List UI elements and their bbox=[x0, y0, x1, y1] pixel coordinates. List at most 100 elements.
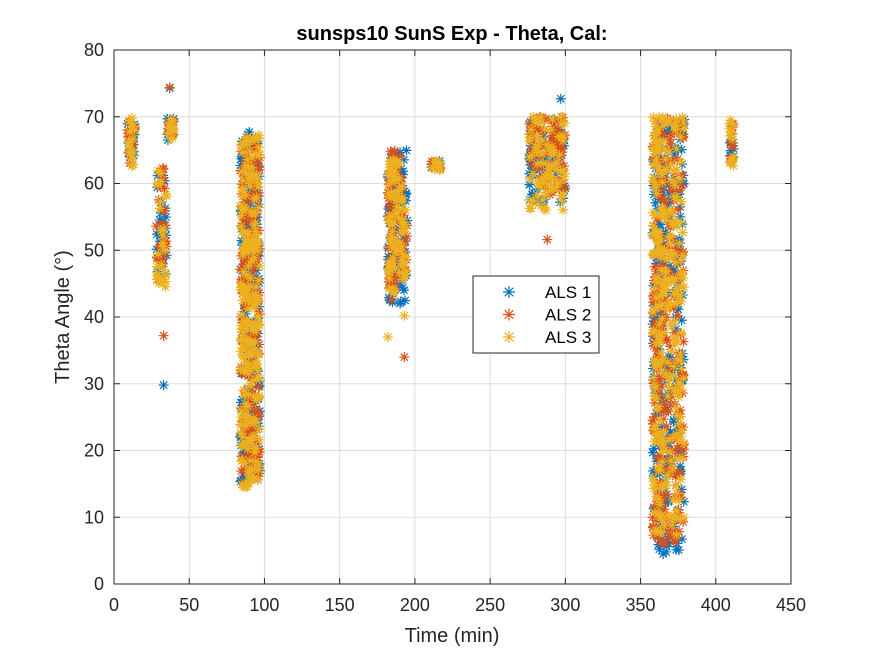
data-point bbox=[254, 319, 265, 330]
data-point bbox=[668, 195, 679, 206]
data-point bbox=[651, 154, 662, 165]
x-tick-label: 0 bbox=[109, 595, 119, 615]
data-point bbox=[677, 348, 688, 359]
data-point bbox=[398, 285, 409, 296]
data-point bbox=[728, 160, 739, 171]
data-point bbox=[399, 236, 410, 247]
data-point bbox=[249, 424, 260, 435]
data-point bbox=[240, 357, 251, 368]
data-point bbox=[667, 156, 678, 167]
data-point bbox=[548, 181, 559, 192]
data-point bbox=[647, 175, 658, 186]
data-point bbox=[663, 496, 674, 507]
data-point bbox=[237, 343, 248, 354]
data-point bbox=[558, 130, 569, 141]
data-point bbox=[158, 380, 169, 391]
data-point bbox=[675, 405, 686, 416]
data-point bbox=[394, 250, 405, 261]
data-point bbox=[235, 201, 246, 212]
data-point bbox=[662, 287, 673, 298]
data-point bbox=[663, 351, 674, 362]
data-point bbox=[253, 187, 264, 198]
data-point bbox=[560, 168, 571, 179]
data-point bbox=[660, 498, 671, 509]
data-point bbox=[239, 390, 250, 401]
data-point bbox=[244, 146, 255, 157]
data-point bbox=[656, 422, 667, 433]
data-point bbox=[400, 295, 411, 306]
data-point bbox=[551, 182, 562, 193]
data-point bbox=[673, 355, 684, 366]
data-point bbox=[651, 515, 662, 526]
data-point bbox=[124, 126, 135, 137]
data-point bbox=[544, 189, 555, 200]
data-point bbox=[551, 142, 562, 153]
data-point bbox=[560, 130, 571, 141]
data-point bbox=[235, 264, 246, 275]
data-point bbox=[386, 294, 397, 305]
data-point bbox=[128, 121, 139, 132]
data-point bbox=[665, 238, 676, 249]
data-point bbox=[253, 275, 264, 286]
data-point bbox=[664, 122, 675, 133]
data-point bbox=[544, 159, 555, 170]
data-point bbox=[248, 233, 259, 244]
data-point bbox=[156, 259, 167, 270]
data-point bbox=[661, 265, 672, 276]
data-point bbox=[395, 298, 406, 309]
legend-item: ALS 3 bbox=[503, 328, 591, 347]
data-point bbox=[539, 190, 550, 201]
data-point bbox=[388, 239, 399, 250]
data-point bbox=[673, 445, 684, 456]
data-point bbox=[659, 504, 670, 515]
data-point bbox=[653, 508, 664, 519]
data-point bbox=[238, 244, 249, 255]
data-point bbox=[669, 315, 680, 326]
data-point bbox=[251, 192, 262, 203]
data-point bbox=[673, 392, 684, 403]
data-point bbox=[676, 196, 687, 207]
data-point bbox=[243, 368, 254, 379]
data-point bbox=[672, 410, 683, 421]
data-point bbox=[153, 179, 164, 190]
data-point bbox=[254, 411, 265, 422]
data-point bbox=[659, 520, 670, 531]
data-point bbox=[153, 165, 164, 176]
data-point bbox=[673, 418, 684, 429]
data-point bbox=[237, 479, 248, 490]
data-point bbox=[390, 208, 401, 219]
data-point bbox=[665, 159, 676, 170]
data-point bbox=[250, 436, 261, 447]
data-point bbox=[549, 138, 560, 149]
data-point bbox=[152, 170, 163, 181]
data-point bbox=[648, 207, 659, 218]
data-point bbox=[554, 184, 565, 195]
data-point bbox=[678, 272, 689, 283]
data-point bbox=[653, 146, 664, 157]
data-point bbox=[240, 160, 251, 171]
data-point bbox=[252, 359, 263, 370]
data-point bbox=[245, 273, 256, 284]
y-tick-label: 50 bbox=[84, 240, 104, 260]
data-point bbox=[728, 119, 739, 130]
data-point bbox=[553, 178, 564, 189]
data-point bbox=[245, 135, 256, 146]
data-point bbox=[238, 153, 249, 164]
data-point bbox=[435, 158, 446, 169]
data-point bbox=[665, 385, 676, 396]
data-point bbox=[653, 401, 664, 412]
data-point bbox=[237, 295, 248, 306]
data-point bbox=[651, 338, 662, 349]
data-point bbox=[243, 261, 254, 272]
data-point bbox=[124, 137, 135, 148]
data-point bbox=[650, 292, 661, 303]
data-point bbox=[560, 183, 571, 194]
data-point bbox=[399, 352, 410, 363]
data-point bbox=[528, 168, 539, 179]
data-point bbox=[524, 173, 535, 184]
data-point bbox=[651, 524, 662, 535]
x-tick-label: 50 bbox=[179, 595, 199, 615]
data-point bbox=[648, 327, 659, 338]
data-point bbox=[534, 162, 545, 173]
data-point bbox=[240, 398, 251, 409]
